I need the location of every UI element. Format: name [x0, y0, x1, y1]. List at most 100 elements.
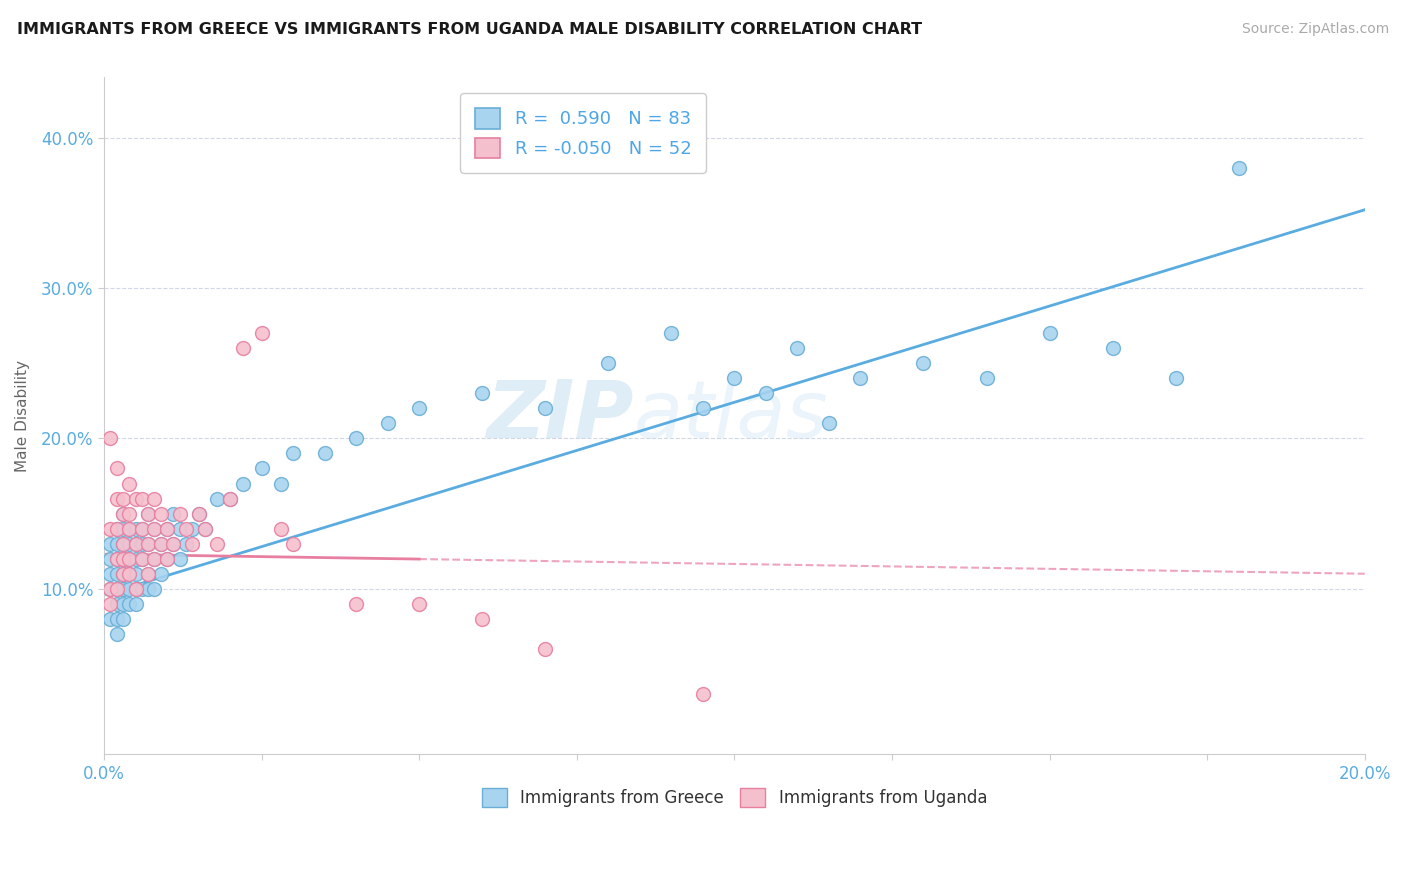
Point: [98, 551, 121, 566]
Point: [131, 536, 153, 550]
Point: [111, 612, 134, 626]
Point: [149, 536, 172, 550]
Point: [118, 566, 141, 581]
Point: [124, 491, 146, 506]
Point: [219, 491, 242, 506]
Point: [194, 522, 217, 536]
Point: [105, 627, 128, 641]
Point: [118, 536, 141, 550]
Point: [143, 491, 166, 506]
Point: [408, 401, 430, 416]
Point: [162, 536, 184, 550]
Point: [219, 491, 242, 506]
Point: [143, 522, 166, 536]
Point: [131, 522, 153, 536]
Point: [755, 386, 778, 401]
Point: [124, 582, 146, 596]
Point: [232, 476, 254, 491]
Point: [143, 582, 166, 596]
Point: [118, 566, 141, 581]
Point: [111, 582, 134, 596]
Point: [471, 386, 494, 401]
Point: [1101, 341, 1123, 355]
Point: [124, 597, 146, 611]
Point: [131, 491, 153, 506]
Point: [169, 507, 191, 521]
Point: [124, 522, 146, 536]
Point: [598, 356, 620, 370]
Point: [207, 491, 229, 506]
Point: [976, 371, 998, 385]
Point: [1038, 326, 1060, 340]
Point: [111, 536, 134, 550]
Point: [105, 612, 128, 626]
Point: [270, 522, 292, 536]
Point: [659, 326, 682, 340]
Point: [111, 551, 134, 566]
Point: [118, 597, 141, 611]
Point: [98, 612, 121, 626]
Point: [169, 551, 191, 566]
Point: [281, 446, 304, 460]
Point: [169, 522, 191, 536]
Point: [156, 551, 179, 566]
Point: [149, 566, 172, 581]
Point: [124, 536, 146, 550]
Point: [131, 551, 153, 566]
Point: [136, 507, 159, 521]
Point: [156, 551, 179, 566]
Point: [124, 551, 146, 566]
Text: ZIP: ZIP: [486, 376, 634, 455]
Point: [162, 507, 184, 521]
Point: [174, 522, 197, 536]
Point: [849, 371, 872, 385]
Point: [818, 417, 841, 431]
Point: [105, 582, 128, 596]
Point: [1164, 371, 1187, 385]
Point: [105, 582, 128, 596]
Text: IMMIGRANTS FROM GREECE VS IMMIGRANTS FROM UGANDA MALE DISABILITY CORRELATION CHA: IMMIGRANTS FROM GREECE VS IMMIGRANTS FRO…: [17, 22, 922, 37]
Point: [187, 507, 209, 521]
Point: [250, 326, 273, 340]
Point: [111, 566, 134, 581]
Point: [131, 551, 153, 566]
Point: [111, 566, 134, 581]
Point: [1227, 161, 1250, 175]
Point: [149, 507, 172, 521]
Point: [98, 582, 121, 596]
Point: [136, 536, 159, 550]
Point: [136, 582, 159, 596]
Point: [105, 491, 128, 506]
Point: [136, 566, 159, 581]
Point: [136, 536, 159, 550]
Point: [692, 687, 714, 701]
Point: [156, 522, 179, 536]
Point: [98, 566, 121, 581]
Point: [187, 507, 209, 521]
Point: [105, 551, 128, 566]
Point: [143, 522, 166, 536]
Point: [156, 522, 179, 536]
Point: [105, 522, 128, 536]
Point: [98, 431, 121, 445]
Point: [111, 597, 134, 611]
Point: [111, 491, 134, 506]
Point: [270, 476, 292, 491]
Point: [534, 401, 557, 416]
Point: [344, 597, 367, 611]
Point: [136, 566, 159, 581]
Point: [118, 507, 141, 521]
Point: [111, 507, 134, 521]
Point: [692, 401, 714, 416]
Point: [314, 446, 336, 460]
Point: [124, 566, 146, 581]
Legend: Immigrants from Greece, Immigrants from Uganda: Immigrants from Greece, Immigrants from …: [475, 781, 994, 814]
Point: [98, 536, 121, 550]
Point: [143, 551, 166, 566]
Point: [105, 551, 128, 566]
Point: [149, 536, 172, 550]
Point: [118, 582, 141, 596]
Point: [344, 431, 367, 445]
Point: [534, 642, 557, 657]
Point: [118, 522, 141, 536]
